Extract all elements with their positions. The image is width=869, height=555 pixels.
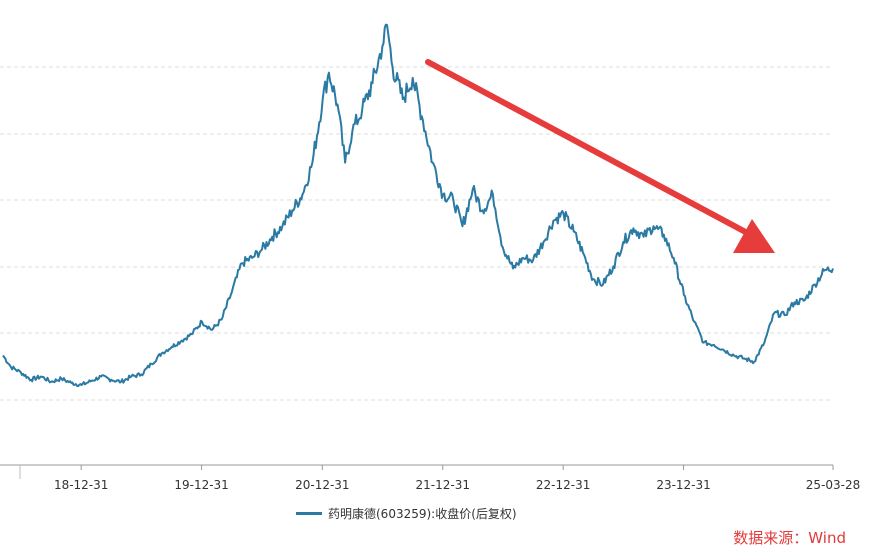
- x-tick-label-1: 19-12-31: [174, 478, 228, 492]
- x-tick-label-3: 21-12-31: [416, 478, 470, 492]
- x-tick-label-0: 18-12-31: [54, 478, 108, 492]
- legend-label: 药明康德(603259):收盘价(后复权): [328, 507, 517, 521]
- arrow-head: [733, 219, 775, 253]
- downtrend-arrow: [425, 59, 775, 253]
- x-tick-label-6: 25-03-28: [806, 478, 860, 492]
- price-series-line: [2, 23, 834, 388]
- legend-swatch: [296, 512, 322, 515]
- arrow-shaft: [425, 59, 756, 239]
- x-tick-label-2: 20-12-31: [295, 478, 349, 492]
- gridlines: [0, 66, 833, 401]
- data-source-label: 数据来源：Wind: [733, 529, 846, 547]
- x-tick-label-5: 23-12-31: [656, 478, 710, 492]
- x-ticks: 18-12-31 19-12-31 20-12-31 21-12-31 22-12-31…: [19, 465, 860, 492]
- legend: 药明康德(603259):收盘价(后复权): [296, 505, 517, 522]
- x-tick-label-4: 22-12-31: [536, 478, 590, 492]
